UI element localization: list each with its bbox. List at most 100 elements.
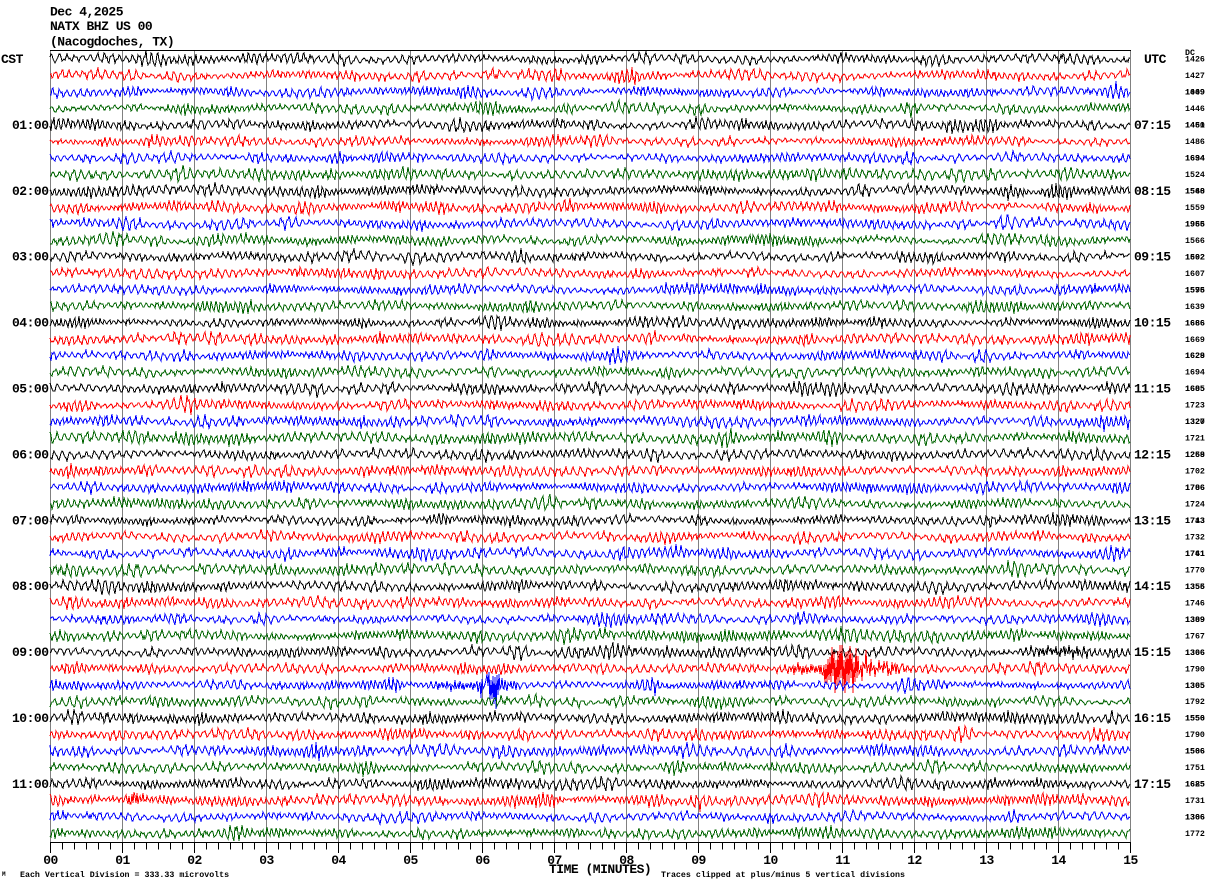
svg-text:11:15: 11:15: [1134, 382, 1171, 397]
svg-text:15:15: 15:15: [1134, 645, 1171, 660]
svg-text:1956: 1956: [1185, 220, 1205, 229]
svg-text:17:15: 17:15: [1134, 777, 1171, 792]
svg-text:UTC: UTC: [1144, 52, 1167, 67]
svg-text:1556: 1556: [1185, 715, 1205, 724]
svg-text:1366: 1366: [1185, 814, 1205, 823]
svg-text:16:15: 16:15: [1134, 711, 1171, 726]
svg-text:1721: 1721: [1185, 435, 1205, 444]
svg-text:1305: 1305: [1185, 682, 1205, 691]
svg-text:03:00: 03:00: [12, 250, 49, 265]
svg-text:1009: 1009: [1185, 89, 1205, 98]
svg-text:11: 11: [835, 853, 850, 868]
svg-text:1607: 1607: [1185, 270, 1205, 279]
svg-text:1685: 1685: [1185, 781, 1205, 790]
svg-text:1686: 1686: [1185, 319, 1205, 328]
svg-text:1965: 1965: [1185, 220, 1205, 229]
svg-text:15: 15: [1123, 853, 1138, 868]
svg-text:1629: 1629: [1185, 352, 1205, 361]
svg-text:1259: 1259: [1185, 451, 1205, 460]
svg-text:1792: 1792: [1185, 698, 1205, 707]
svg-text:1772: 1772: [1185, 830, 1205, 839]
svg-text:Dec 4,2025: Dec 4,2025: [50, 5, 124, 20]
svg-text:1450: 1450: [1185, 122, 1205, 131]
svg-text:1741: 1741: [1185, 550, 1205, 559]
svg-text:1592: 1592: [1185, 253, 1205, 262]
svg-text:1575: 1575: [1185, 286, 1205, 295]
svg-text:CST: CST: [1, 52, 24, 67]
svg-text:02:00: 02:00: [12, 184, 49, 199]
svg-text:10: 10: [763, 853, 778, 868]
svg-text:1767: 1767: [1185, 632, 1205, 641]
svg-text:00: 00: [43, 853, 58, 868]
svg-text:TIME (MINUTES): TIME (MINUTES): [549, 862, 651, 877]
svg-text:04:00: 04:00: [12, 316, 49, 331]
svg-text:1605: 1605: [1185, 385, 1205, 394]
svg-text:1746: 1746: [1185, 599, 1205, 608]
svg-text:10:00: 10:00: [12, 711, 49, 726]
svg-text:04: 04: [331, 853, 346, 868]
svg-text:1694: 1694: [1185, 155, 1205, 164]
svg-text:1306: 1306: [1185, 814, 1205, 823]
svg-text:1666: 1666: [1185, 319, 1205, 328]
svg-text:1486: 1486: [1185, 138, 1205, 147]
svg-text:1355: 1355: [1185, 583, 1205, 592]
svg-text:Traces clipped at plus/minus 5: Traces clipped at plus/minus 5 vertical …: [661, 870, 905, 880]
svg-text:1327: 1327: [1185, 418, 1205, 427]
svg-text:09:00: 09:00: [12, 645, 49, 660]
svg-text:1602: 1602: [1185, 253, 1205, 262]
svg-text:1446: 1446: [1185, 105, 1205, 114]
svg-text:1625: 1625: [1185, 781, 1205, 790]
svg-text:1306: 1306: [1185, 649, 1205, 658]
svg-text:07:00: 07:00: [12, 513, 49, 528]
svg-text:02: 02: [187, 853, 202, 868]
svg-text:1628: 1628: [1185, 352, 1205, 361]
svg-text:1566: 1566: [1185, 748, 1205, 757]
svg-text:1751: 1751: [1185, 764, 1205, 773]
svg-text:1365: 1365: [1185, 682, 1205, 691]
svg-text:08: 08: [619, 853, 634, 868]
svg-text:1694: 1694: [1185, 369, 1205, 378]
svg-text:1366: 1366: [1185, 649, 1205, 658]
svg-text:DC: DC: [1185, 49, 1195, 58]
svg-text:09:15: 09:15: [1134, 250, 1171, 265]
svg-text:06:00: 06:00: [12, 447, 49, 462]
svg-text:03: 03: [259, 853, 274, 868]
svg-text:07:15: 07:15: [1134, 118, 1171, 133]
svg-text:1732: 1732: [1185, 534, 1205, 543]
svg-text:05: 05: [403, 853, 418, 868]
svg-text:1790: 1790: [1185, 665, 1205, 674]
svg-text:09: 09: [691, 853, 706, 868]
svg-text:08:00: 08:00: [12, 579, 49, 594]
svg-text:06: 06: [475, 853, 490, 868]
svg-text:14: 14: [1051, 853, 1066, 868]
svg-text:1713: 1713: [1185, 517, 1205, 526]
svg-text:1548: 1548: [1185, 188, 1205, 197]
svg-text:11:00: 11:00: [12, 777, 49, 792]
svg-text:1669: 1669: [1185, 336, 1205, 345]
svg-text:1639: 1639: [1185, 303, 1205, 312]
svg-text:1596: 1596: [1185, 286, 1205, 295]
svg-text:01:00: 01:00: [12, 118, 49, 133]
svg-text:M: M: [2, 871, 6, 878]
svg-text:1389: 1389: [1185, 616, 1205, 625]
svg-text:1356: 1356: [1185, 583, 1205, 592]
svg-text:1268: 1268: [1185, 451, 1205, 460]
svg-text:1731: 1731: [1185, 797, 1205, 806]
svg-text:1550: 1550: [1185, 715, 1205, 724]
svg-text:10:15: 10:15: [1134, 316, 1171, 331]
svg-text:1426: 1426: [1185, 56, 1205, 65]
svg-text:1702: 1702: [1185, 468, 1205, 477]
svg-text:08:15: 08:15: [1134, 184, 1171, 199]
svg-text:Each Vertical Division = 333.: Each Vertical Division = 333.33 microvol…: [20, 870, 229, 880]
svg-text:1566: 1566: [1185, 237, 1205, 246]
svg-text:1449: 1449: [1185, 89, 1205, 98]
svg-text:1560: 1560: [1185, 188, 1205, 197]
svg-text:07: 07: [547, 853, 562, 868]
svg-text:NATX BHZ US 00: NATX BHZ US 00: [50, 19, 153, 34]
svg-text:12:15: 12:15: [1134, 447, 1171, 462]
svg-text:1506: 1506: [1185, 748, 1205, 757]
svg-text:1786: 1786: [1185, 484, 1205, 493]
svg-text:1634: 1634: [1185, 155, 1205, 164]
svg-text:13: 13: [979, 853, 994, 868]
svg-text:1706: 1706: [1185, 484, 1205, 493]
